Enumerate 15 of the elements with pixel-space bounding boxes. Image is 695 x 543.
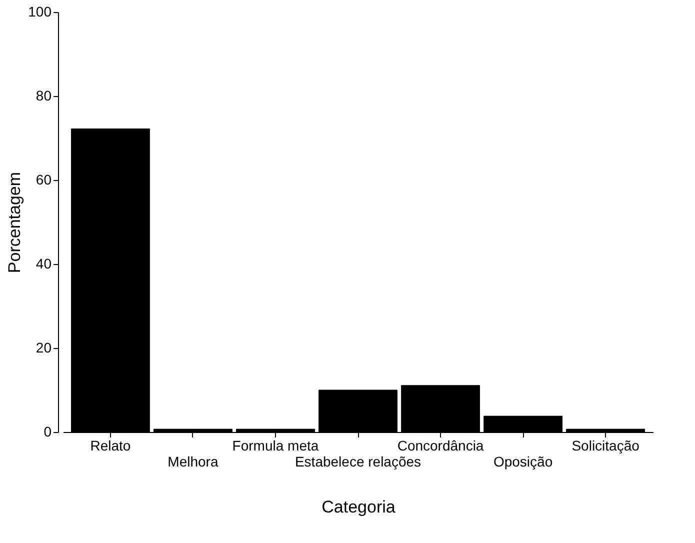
x-tick-label: Concordância	[397, 438, 484, 454]
y-tick-label: 100	[28, 4, 52, 20]
y-tick-label: 20	[36, 340, 52, 356]
y-tick-label: 0	[44, 424, 52, 440]
y-tick-label: 40	[36, 256, 52, 272]
x-tick-label: Formula meta	[232, 438, 319, 454]
y-tick-label: 60	[36, 172, 52, 188]
y-axis-title: Porcentagem	[5, 172, 24, 274]
x-tick-label: Solicitação	[572, 438, 640, 454]
y-tick-label: 80	[36, 88, 52, 104]
x-tick-label: Estabelece relações	[294, 454, 422, 470]
x-tick-label: Oposição	[493, 454, 553, 470]
x-tick-label: Relato	[90, 438, 131, 454]
x-axis-title: Categoria	[322, 498, 396, 516]
x-tick-label: Melhora	[168, 454, 218, 470]
